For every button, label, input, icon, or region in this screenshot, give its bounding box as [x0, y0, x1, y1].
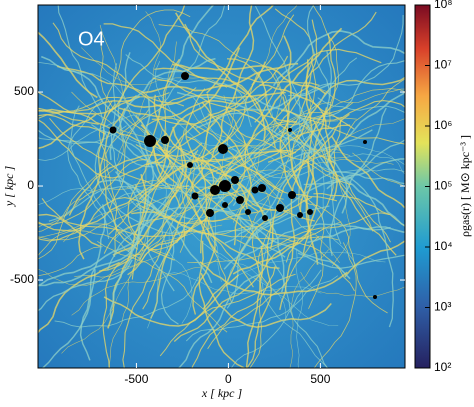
halo	[187, 162, 193, 168]
halo	[288, 191, 296, 199]
y-tick-label: -500	[10, 272, 34, 286]
halo	[276, 204, 284, 212]
halo	[110, 127, 117, 134]
x-tick-label: 500	[310, 372, 330, 386]
colorbar-tick-label: 10³	[434, 300, 451, 314]
halo	[210, 185, 220, 195]
halo	[373, 295, 377, 299]
halo	[218, 144, 228, 154]
halo	[222, 202, 228, 208]
colorbar-tick-label: 10²	[434, 360, 451, 374]
halo	[363, 140, 367, 144]
halo	[161, 136, 169, 144]
y-tick-label: 500	[14, 84, 34, 98]
halo	[144, 135, 156, 147]
halo	[288, 128, 292, 132]
x-axis-label: x [ kpc ]	[201, 386, 243, 400]
y-axis-label: y [ kpc ]	[2, 166, 16, 208]
colorbar-tick-label: 10⁶	[434, 118, 452, 132]
x-tick-label: -500	[124, 372, 148, 386]
colorbar-tick-label: 10⁵	[434, 179, 452, 193]
halo	[192, 193, 199, 200]
halo	[245, 209, 251, 215]
colorbar-tick-label: 10⁴	[434, 239, 453, 253]
y-tick-label: 0	[27, 178, 34, 192]
halo	[262, 215, 268, 221]
halo	[258, 184, 266, 192]
halo	[252, 187, 259, 194]
halo	[307, 209, 313, 215]
x-tick-label: 0	[225, 372, 232, 386]
halo	[181, 72, 189, 80]
colorbar-label: ρgas(r) [ M⊙ kpc⁻³ ]	[458, 135, 472, 237]
colorbar-tick-label: 10⁷	[434, 58, 452, 72]
halo	[231, 176, 239, 184]
halo	[206, 209, 214, 217]
halo	[236, 196, 244, 204]
colorbar-tick-label: 10⁸	[434, 0, 452, 11]
halo	[297, 212, 303, 218]
halo	[219, 180, 231, 192]
annotation: O4	[78, 28, 105, 50]
